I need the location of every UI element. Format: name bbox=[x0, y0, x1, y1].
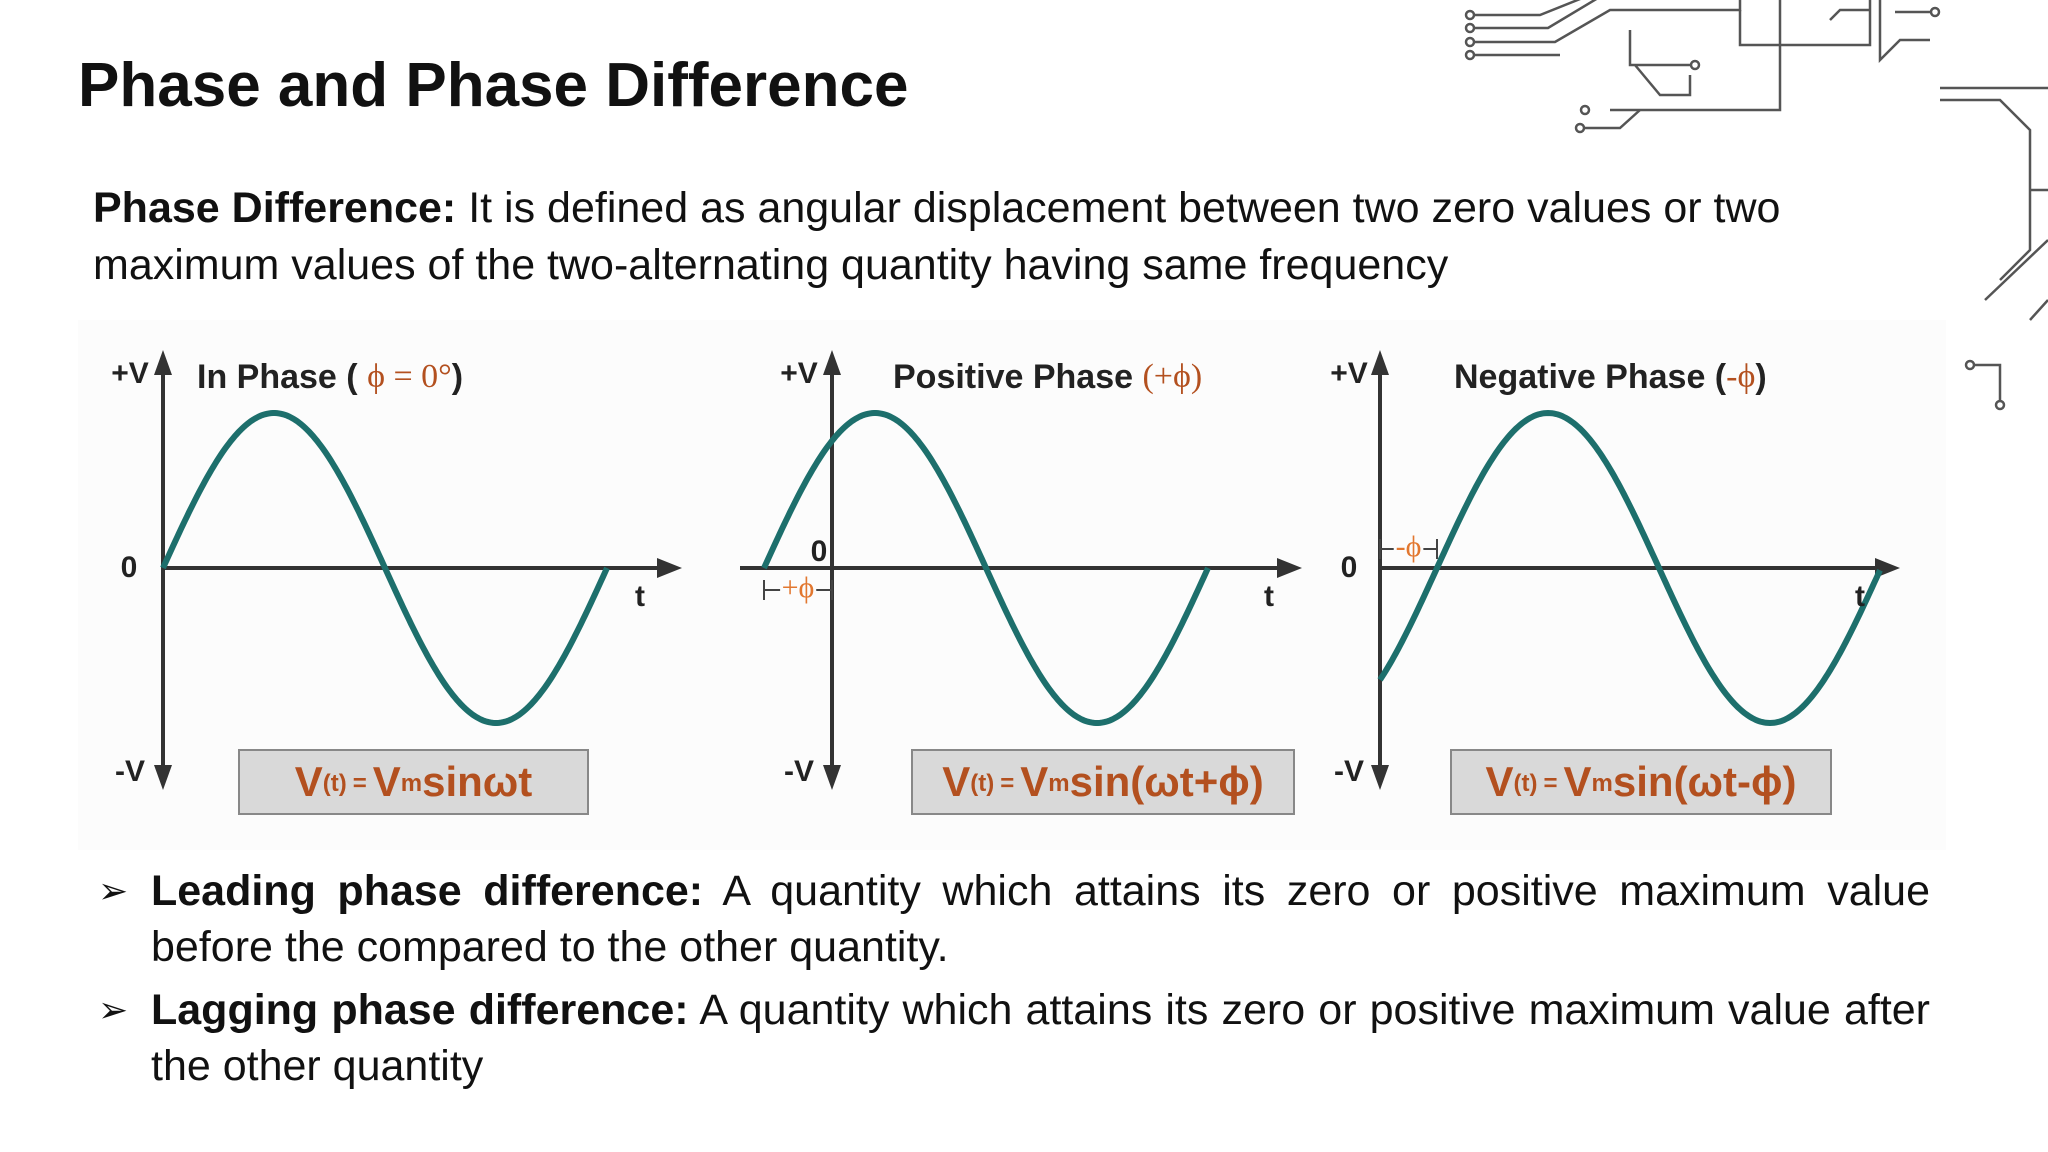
axis-label: -V bbox=[1334, 755, 1364, 788]
formula-part: sinωt bbox=[422, 758, 532, 805]
bullet: ➢ Leading phase difference: A quantity wh… bbox=[98, 863, 1930, 975]
axis-label: t bbox=[635, 580, 645, 613]
bullet-arrow: ➢ bbox=[98, 989, 129, 1030]
phase-marker bbox=[763, 580, 833, 600]
formula-box bbox=[1450, 749, 1832, 815]
formula-part: V bbox=[1486, 758, 1514, 805]
panel-title-part: ) bbox=[1755, 358, 1766, 396]
bullet-body: A quantity which attains its zero or pos… bbox=[151, 867, 1930, 971]
axis-label: 0 bbox=[811, 535, 828, 568]
axis-label: 0 bbox=[1341, 551, 1358, 584]
axis-label: -V bbox=[784, 755, 814, 788]
bullet-text: Leading phase difference: A quantity whi… bbox=[151, 863, 1930, 975]
formula-box bbox=[911, 749, 1295, 815]
formula-part: V bbox=[1564, 758, 1592, 805]
sine-wave bbox=[160, 410, 610, 726]
phase-label: +ϕ bbox=[782, 571, 815, 604]
axis-label: +V bbox=[111, 357, 149, 390]
axis-label: t bbox=[1264, 580, 1274, 613]
phase-marker bbox=[1379, 539, 1438, 559]
formula-part: = bbox=[1000, 770, 1014, 797]
panel-title-part: In Phase ( bbox=[197, 358, 367, 396]
bullet-text: Lagging phase difference: A quantity whi… bbox=[151, 982, 1930, 1094]
bullet-term: Lagging phase difference: bbox=[151, 986, 689, 1034]
sine-wave bbox=[1377, 409, 1883, 727]
formula: V(t) = Vmsinωt bbox=[295, 758, 533, 805]
formula-part: m bbox=[401, 770, 422, 797]
formula: V(t) = Vmsin(ωt+ϕ) bbox=[942, 758, 1264, 805]
formula-part: sin(ωt+ϕ) bbox=[1070, 758, 1264, 805]
slide-title: Phase and Phase Difference bbox=[78, 51, 909, 120]
formula-part: m bbox=[1048, 770, 1069, 797]
formula-box bbox=[238, 749, 589, 815]
formula-part: V bbox=[942, 758, 970, 805]
panel-title: Negative Phase (-ϕ) bbox=[1454, 358, 1767, 396]
bullet-term: Leading phase difference: bbox=[151, 867, 704, 915]
axis-label: 0 bbox=[121, 551, 138, 584]
phase-label: -ϕ bbox=[1396, 530, 1422, 563]
definition-text: It is defined as angular displacement be… bbox=[93, 184, 1781, 289]
panel-title-part: ) bbox=[452, 358, 463, 396]
panel-title-part: ϕ = 0° bbox=[367, 358, 452, 395]
formula: V(t) = Vmsin(ωt-ϕ) bbox=[1486, 758, 1797, 805]
x-axis-arrow bbox=[1277, 558, 1302, 578]
circuit-decoration bbox=[1464, 0, 2048, 411]
formula-part: V bbox=[373, 758, 401, 805]
axis-label: t bbox=[1855, 580, 1865, 613]
formula-part: = bbox=[1544, 770, 1558, 797]
formula-part: m bbox=[1592, 770, 1613, 797]
formula-part: (t) bbox=[1514, 770, 1538, 797]
sine-wave bbox=[761, 410, 1211, 726]
definition-term: Phase Difference: bbox=[93, 184, 457, 232]
bullet: ➢ Lagging phase difference: A quantity wh… bbox=[98, 982, 1930, 1094]
formula-part: V bbox=[295, 758, 323, 805]
panel-title: In Phase ( ϕ = 0°) bbox=[197, 358, 463, 396]
axis-label: +V bbox=[1330, 357, 1368, 390]
definition: Phase Difference: It is defined as angul… bbox=[93, 180, 1893, 294]
axis-label: -V bbox=[115, 755, 145, 788]
panel-title-part: (+ϕ) bbox=[1142, 358, 1202, 395]
panel-title-part: -ϕ bbox=[1726, 358, 1755, 395]
panel-title: Positive Phase (+ϕ) bbox=[893, 358, 1202, 396]
x-axis-arrow bbox=[657, 558, 682, 578]
formula-part: sin(ωt-ϕ) bbox=[1613, 758, 1797, 805]
bullet-arrow: ➢ bbox=[98, 870, 129, 911]
panel-title-part: Negative Phase ( bbox=[1454, 358, 1727, 396]
formula-part: = bbox=[353, 770, 367, 797]
axis-label: +V bbox=[780, 357, 818, 390]
formula-part: V bbox=[1020, 758, 1048, 805]
formula-part: (t) bbox=[323, 770, 347, 797]
panel-title-part: Positive Phase bbox=[893, 358, 1142, 396]
bullet-body: A quantity which attains its zero or pos… bbox=[151, 986, 1930, 1090]
formula-part: (t) bbox=[970, 770, 994, 797]
